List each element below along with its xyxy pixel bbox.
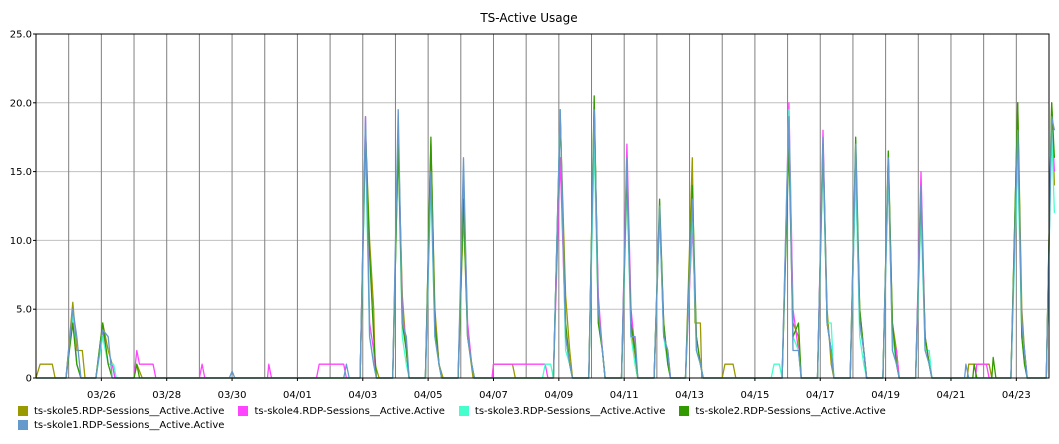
legend-label: ts-skole2.RDP-Sessions__Active.Active (695, 405, 886, 417)
x-tick-label: 04/03 (348, 390, 377, 401)
legend-label: ts-skole5.RDP-Sessions__Active.Active (34, 405, 225, 417)
x-tick-label: 04/23 (1002, 390, 1031, 401)
x-tick-label: 03/26 (87, 390, 116, 401)
x-tick-label: 03/28 (152, 390, 181, 401)
legend-swatch (238, 406, 249, 416)
x-tick-label: 04/09 (544, 390, 573, 401)
x-tick-label: 04/13 (675, 390, 704, 401)
legend-row: ts-skole5.RDP-Sessions__Active.Active ts… (18, 404, 1048, 418)
series-group (35, 95, 1056, 379)
legend-label: ts-skole4.RDP-Sessions__Active.Active (254, 405, 445, 417)
y-tick-label: 0 (26, 374, 32, 385)
x-tick-label: 04/21 (937, 390, 966, 401)
y-axis: 0 5.0 10.0 15.0 20.0 25.0 (10, 30, 36, 385)
legend-item-skole3: ts-skole3.RDP-Sessions__Active.Active (458, 404, 666, 418)
x-tick-label: 04/07 (479, 390, 508, 401)
x-tick-label: 04/15 (740, 390, 769, 401)
y-tick-label: 20.0 (10, 98, 32, 109)
y-tick-label: 10.0 (10, 236, 32, 247)
legend: ts-skole5.RDP-Sessions__Active.Active ts… (18, 404, 1048, 432)
legend-swatch (18, 406, 28, 416)
x-tick-label: 04/17 (806, 390, 835, 401)
y-tick-label: 15.0 (10, 167, 32, 178)
legend-swatch (679, 406, 690, 416)
y-tick-label: 25.0 (10, 30, 32, 41)
x-tick-label: 04/19 (871, 390, 900, 401)
legend-label: ts-skole1.RDP-Sessions__Active.Active (34, 419, 225, 431)
series-line-4 (36, 109, 1056, 379)
x-tick-label: 03/30 (218, 390, 247, 401)
series-line-2 (36, 109, 1056, 379)
x-tick-label: 04/01 (283, 390, 312, 401)
grid (36, 34, 1049, 378)
legend-swatch (458, 406, 469, 416)
legend-item-skole5: ts-skole5.RDP-Sessions__Active.Active (18, 404, 224, 418)
legend-item-skole1: ts-skole1.RDP-Sessions__Active.Active (18, 418, 224, 432)
legend-row: ts-skole1.RDP-Sessions__Active.Active (18, 418, 1048, 432)
legend-swatch (18, 420, 28, 430)
series-line-3 (36, 95, 1056, 379)
legend-item-skole2: ts-skole2.RDP-Sessions__Active.Active (679, 404, 886, 418)
x-tick-label: 04/11 (610, 390, 639, 401)
x-axis: 03/26 03/28 03/30 04/01 04/03 04/05 04/07 04/09… (87, 378, 1031, 401)
x-tick-label: 04/05 (414, 390, 443, 401)
plot-frame (35, 33, 1050, 379)
chart-title: TS-Active Usage (479, 11, 577, 25)
legend-label: ts-skole3.RDP-Sessions__Active.Active (474, 405, 666, 417)
y-tick-label: 5.0 (16, 305, 32, 316)
legend-item-skole4: ts-skole4.RDP-Sessions__Active.Active (238, 404, 445, 418)
